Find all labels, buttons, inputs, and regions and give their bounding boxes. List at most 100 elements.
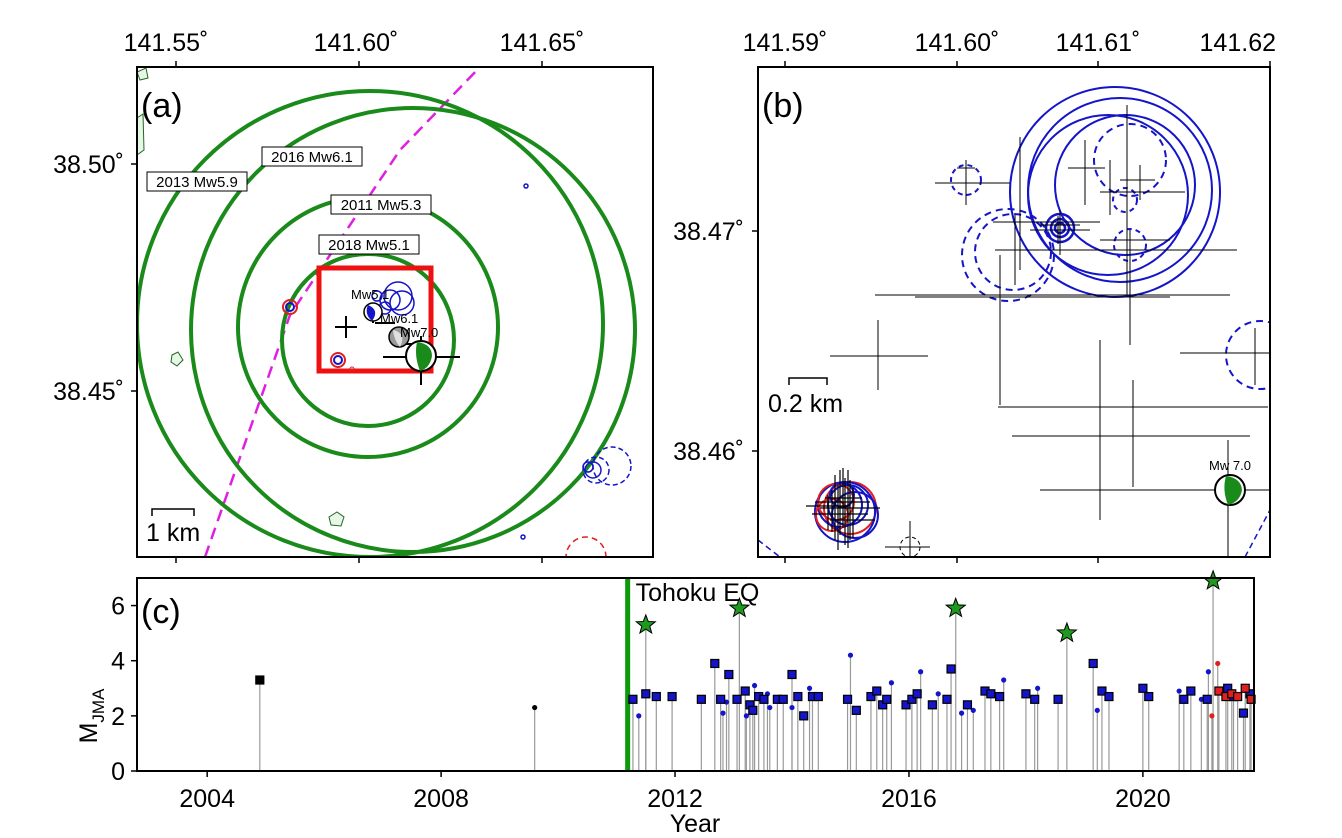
repeater-cluster — [371, 183, 632, 540]
blue-event-square — [628, 694, 638, 704]
blue-event-square — [901, 700, 911, 710]
panel-a-map: Mw5.1 Mw6.1 Mw7.0 2013 Mw5.9 2016 Mw6.1 … — [53, 29, 654, 563]
scale-bar: 0.2 km — [768, 377, 843, 418]
event-label: 2013 Mw5.9 — [146, 171, 248, 192]
lat-tick-label: 38.47˚ — [673, 218, 744, 246]
blue-event-square — [799, 711, 809, 721]
black-event-square — [255, 675, 265, 685]
red-event-square — [1214, 686, 1224, 696]
svg-text:2011 Mw5.3: 2011 Mw5.3 — [341, 197, 422, 214]
blue-event-dot — [751, 682, 758, 689]
blue-event-square — [793, 691, 803, 702]
repeater-cluster-red — [565, 536, 607, 557]
mechanism-label-mw70: Mw7.0 — [400, 325, 438, 340]
red-event-square — [1240, 683, 1250, 693]
magnitude-tick-label: 2 — [111, 703, 125, 731]
focal-mechanism-icon — [405, 340, 437, 372]
lon-tick-label: 141.60˚ — [915, 29, 1000, 57]
blue-event-square — [696, 694, 706, 704]
blue-event-dot — [847, 652, 854, 658]
mechanism-label-mw61: Mw6.1 — [380, 311, 418, 326]
lon-tick-label: 141.59˚ — [743, 29, 828, 57]
blue-event-square — [995, 691, 1005, 702]
panel-b-ticks — [752, 61, 1271, 563]
panel-a-frame — [136, 66, 654, 558]
repeater-cluster — [950, 86, 1270, 390]
blue-event-square — [1088, 658, 1098, 669]
blue-event-dot — [636, 713, 642, 719]
svg-text:1 km: 1 km — [146, 519, 200, 547]
blue-event-square — [942, 694, 952, 704]
blue-event-dot — [918, 669, 924, 675]
panel-b-map: Mw 7.0 0.2 km (b) 141.59˚ 141.60˚ 141.61… — [673, 29, 1276, 563]
island-icon — [170, 351, 184, 367]
magnitude-tick-label: 0 — [111, 758, 125, 786]
blue-event-dot — [743, 713, 749, 719]
blue-event-dot — [935, 691, 941, 697]
blue-event-square — [813, 691, 823, 702]
blue-event-dot — [806, 685, 813, 691]
lon-tick-label: 141.60˚ — [314, 29, 399, 57]
magnitude-stems — [259, 580, 1252, 771]
blue-event-square — [651, 691, 661, 702]
blue-event-square — [1179, 694, 1189, 704]
blue-event-square — [912, 689, 922, 699]
blue-event-square — [1104, 691, 1114, 702]
trench-dashed — [1244, 509, 1270, 557]
blue-event-square — [1021, 689, 1031, 699]
blue-event-square — [710, 658, 720, 669]
blue-event-square — [1238, 708, 1249, 718]
dense-epicenter-crosses — [806, 468, 880, 550]
blue-event-dot — [1001, 677, 1007, 683]
blue-event-square — [986, 689, 996, 699]
blue-event-square — [927, 700, 937, 710]
year-tick-label: 2008 — [413, 785, 469, 813]
focal-mechanism-icon — [363, 302, 383, 322]
magnitude-ticks: 0 2 4 6 — [111, 593, 137, 786]
svg-text:2016 Mw6.1: 2016 Mw6.1 — [271, 149, 353, 166]
red-event-dot — [1209, 713, 1215, 719]
blue-event-square — [882, 694, 892, 704]
blue-event-square — [748, 705, 758, 715]
year-ticks: 2004 2008 2012 2016 2020 — [179, 771, 1171, 813]
blue-event-square — [667, 691, 677, 702]
blue-event-square — [851, 705, 861, 715]
blue-event-square — [1097, 686, 1107, 696]
black-event-dot — [532, 704, 538, 711]
red-event-square — [1233, 691, 1243, 702]
panel-a-label: (a) — [141, 87, 183, 125]
y-axis-label: MJMA — [75, 688, 108, 743]
blue-event-square — [1030, 694, 1040, 704]
scale-bar: 1 km — [146, 508, 200, 547]
event-label: 2016 Mw6.1 — [261, 146, 363, 167]
mechanism-label-mw51: Mw5.1 — [351, 287, 389, 302]
panel-a-ticks — [131, 61, 543, 563]
repeater-circle — [899, 536, 921, 557]
blue-event-square — [962, 700, 973, 710]
blue-event-square — [1138, 683, 1148, 693]
blue-event-square — [641, 689, 651, 699]
svg-text:0.2 km: 0.2 km — [768, 390, 843, 418]
panel-b-label: (b) — [762, 87, 804, 125]
focal-mechanism-icon — [1214, 474, 1246, 506]
lon-tick-label: 141.65˚ — [500, 29, 585, 57]
blue-event-square — [732, 694, 742, 704]
year-tick-label: 2020 — [1115, 785, 1171, 813]
blue-event-dot — [1094, 707, 1100, 713]
mainshock-star — [1055, 621, 1078, 643]
year-tick-label: 2004 — [179, 785, 235, 813]
blue-event-dot — [888, 680, 895, 686]
blue-event-dot — [720, 710, 726, 716]
panel-c-label: (c) — [141, 593, 181, 631]
blue-event-square — [740, 686, 750, 696]
lat-tick-label: 38.45˚ — [53, 378, 124, 406]
blue-event-dot — [958, 710, 965, 716]
magnitude-tick-label: 6 — [111, 593, 125, 621]
blue-event-square — [872, 686, 882, 696]
blue-event-dot — [1035, 685, 1041, 691]
panel-b-content: Mw 7.0 0.2 km — [758, 86, 1270, 557]
mainshock-star — [634, 613, 657, 635]
blue-event-square — [946, 664, 956, 674]
blue-event-square — [907, 694, 917, 704]
